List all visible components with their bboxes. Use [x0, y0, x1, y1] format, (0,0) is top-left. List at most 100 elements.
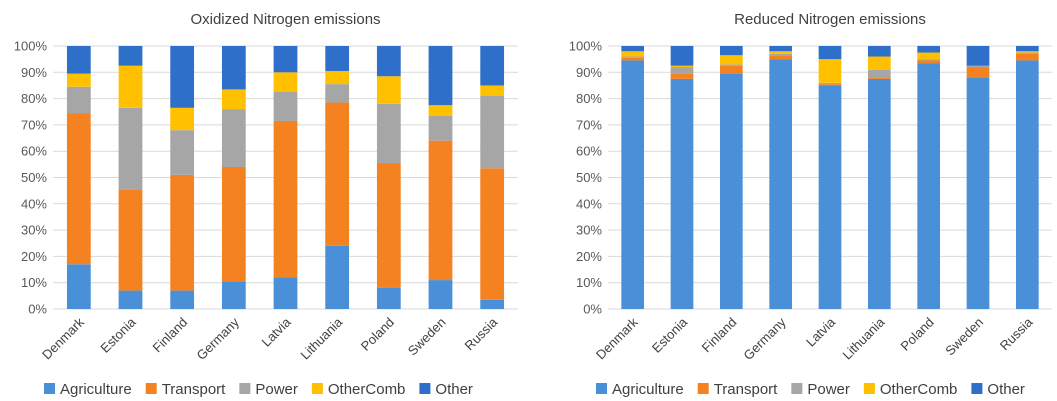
bar-estonia-othercomb	[670, 65, 694, 68]
x-tick-label: Lithuania	[840, 314, 888, 362]
bar-denmark-othercomb	[66, 73, 91, 87]
bar-denmark-other	[621, 46, 645, 52]
bar-denmark-other	[66, 46, 91, 74]
bar-estonia-other	[118, 46, 143, 66]
bar-russia-othercomb	[480, 85, 505, 96]
bar-russia-transport	[480, 168, 505, 300]
x-tick-label: Sweden	[942, 315, 986, 359]
bar-russia-other	[480, 46, 505, 86]
bar-estonia-agriculture	[670, 78, 694, 309]
bar-sweden-transport	[966, 67, 990, 78]
bar-russia-other	[1015, 46, 1039, 52]
x-tick-label: Russia	[462, 314, 501, 353]
bar-denmark-transport	[621, 57, 645, 61]
bar-finland-power	[170, 130, 195, 175]
bar-latvia-power	[818, 82, 842, 85]
legend-label-power: Power	[255, 381, 298, 398]
bar-latvia-power	[273, 92, 298, 121]
bar-latvia-transport	[818, 84, 842, 86]
bar-sweden-power	[966, 65, 990, 68]
bar-sweden-power	[428, 115, 453, 141]
bar-finland-other	[170, 46, 195, 108]
bar-poland-other	[376, 46, 401, 77]
x-tick-label: Germany	[194, 314, 243, 363]
legend-swatch-othercomb	[863, 383, 875, 394]
y-tick-label: 90%	[576, 65, 602, 80]
legend-label-othercomb: OtherComb	[328, 381, 406, 398]
bar-germany-agriculture	[769, 59, 793, 310]
bar-latvia-othercomb	[273, 72, 298, 93]
bar-lithuania-power	[325, 84, 350, 103]
bar-poland-agriculture	[376, 287, 401, 309]
y-tick-label: 100%	[14, 39, 48, 54]
y-tick-label: 80%	[576, 91, 602, 106]
bar-latvia-agriculture	[818, 85, 842, 309]
x-tick-label: Russia	[997, 314, 1036, 353]
x-tick-label: Denmark	[593, 314, 641, 362]
bar-latvia-agriculture	[273, 277, 298, 309]
chart-title: Oxidized Nitrogen emissions	[190, 11, 380, 28]
bar-finland-agriculture	[170, 290, 195, 309]
bar-finland-transport	[170, 174, 195, 291]
legend-swatch-transport	[145, 383, 157, 394]
y-tick-label: 30%	[21, 223, 47, 238]
bar-finland-other	[719, 46, 743, 56]
x-tick-label: Lithuania	[297, 314, 345, 362]
bar-latvia-other	[273, 46, 298, 73]
bar-germany-transport	[221, 166, 246, 282]
legend-swatch-transport	[697, 383, 709, 394]
legend-swatch-agriculture	[596, 383, 607, 394]
bar-latvia-othercomb	[818, 59, 842, 83]
legend-label-other: Other	[987, 381, 1025, 398]
bar-denmark-agriculture	[66, 264, 91, 309]
legend-swatch-agriculture	[44, 383, 55, 394]
reduced-nitrogen-chart: Reduced Nitrogen emissions 0% 10% 20% 30% 40%…	[569, 11, 1052, 398]
y-tick-label: 10%	[576, 275, 602, 290]
bar-lithuania-power	[867, 69, 891, 78]
bar-lithuania-agriculture	[867, 78, 891, 309]
bar-denmark-agriculture	[621, 60, 645, 310]
x-tick-label: Poland	[898, 315, 937, 354]
bar-russia-transport	[1015, 53, 1039, 61]
bar-germany-other	[221, 46, 246, 90]
bar-sweden-agriculture	[428, 280, 453, 309]
bar-lithuania-othercomb	[325, 70, 350, 85]
bar-estonia-other	[670, 46, 694, 66]
bar-germany-othercomb	[221, 89, 246, 110]
legend-label-transport: Transport	[162, 381, 226, 398]
bar-latvia-transport	[273, 120, 298, 278]
y-tick-label: 30%	[576, 223, 602, 238]
y-tick-label: 70%	[21, 117, 47, 132]
bar-denmark-othercomb	[621, 51, 645, 57]
bar-poland-transport	[376, 163, 401, 288]
y-tick-label: 20%	[21, 249, 47, 264]
bar-russia-agriculture	[1015, 60, 1039, 310]
x-tick-label: Latvia	[803, 314, 839, 350]
bar-russia-power	[1015, 52, 1039, 54]
y-tick-label: 10%	[21, 275, 47, 290]
bar-estonia-power	[118, 107, 143, 190]
bar-denmark-transport	[66, 113, 91, 265]
bar-poland-power	[376, 103, 401, 164]
y-tick-label: 100%	[569, 39, 603, 54]
y-tick-label: 90%	[21, 65, 47, 80]
y-tick-label: 50%	[21, 170, 47, 185]
bar-lithuania-agriculture	[325, 245, 350, 309]
x-tick-label: Finland	[150, 315, 191, 356]
bar-sweden-other	[428, 46, 453, 106]
bar-finland-agriculture	[719, 73, 743, 310]
y-tick-label: 0%	[583, 302, 602, 317]
oxidized-nitrogen-chart: Oxidized Nitrogen emissions 0% 10% 20% 30% 40…	[14, 11, 518, 398]
bar-germany-agriculture	[221, 281, 246, 309]
y-tick-label: 0%	[28, 302, 47, 317]
x-tick-label: Estonia	[97, 314, 139, 356]
y-tick-label: 40%	[576, 196, 602, 211]
bar-denmark-power	[621, 56, 645, 58]
bar-estonia-transport	[670, 73, 694, 79]
bar-germany-othercomb	[769, 51, 793, 54]
bar-germany-transport	[769, 55, 793, 60]
legend-label-power: Power	[807, 381, 850, 398]
bar-latvia-other	[818, 46, 842, 60]
y-tick-label: 50%	[576, 170, 602, 185]
